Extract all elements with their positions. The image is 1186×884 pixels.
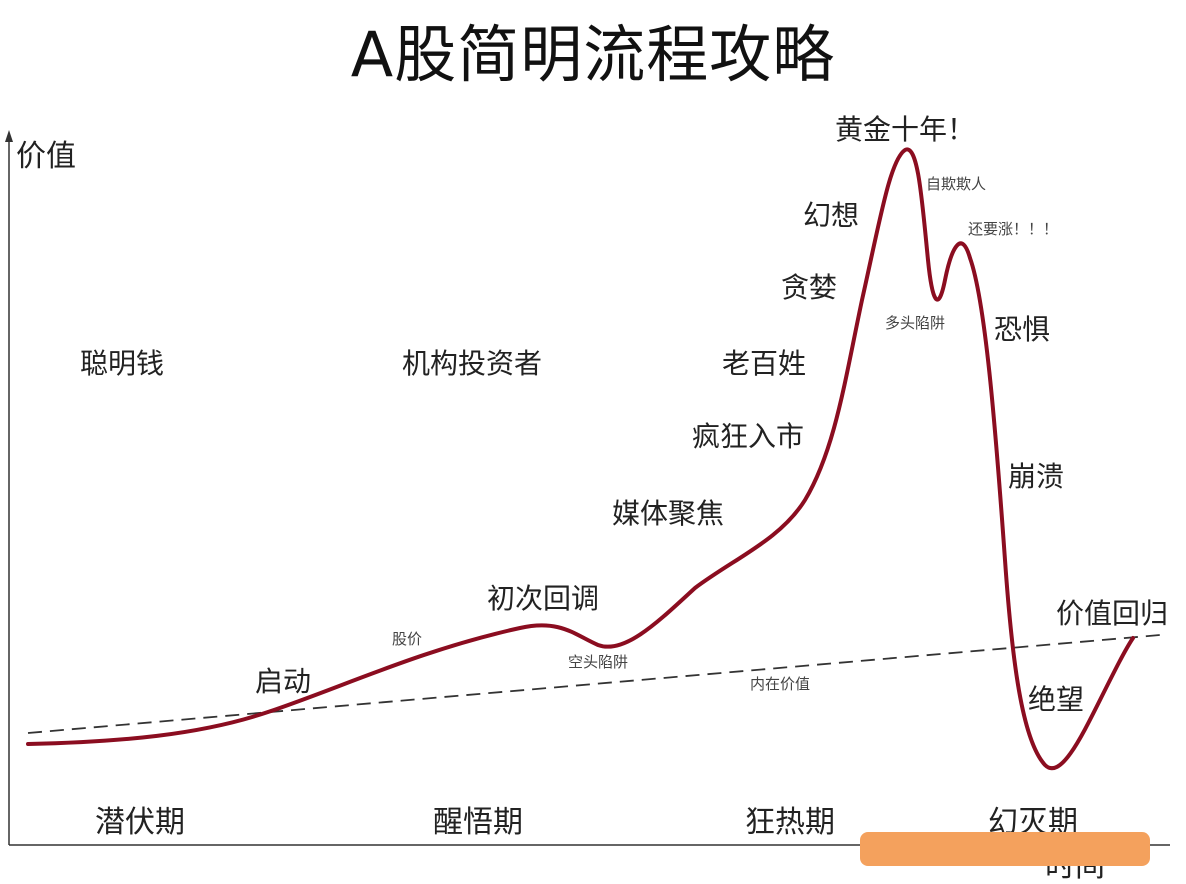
label-intrinsic-value: 内在价值 — [750, 675, 811, 693]
y-axis-arrow — [5, 130, 13, 142]
label-value-return: 价值回归 — [1056, 597, 1169, 630]
participant-retail: 老百姓 — [722, 347, 807, 380]
label-self-deception: 自欺欺人 — [926, 175, 987, 193]
label-bull-trap: 多头陷阱 — [885, 314, 946, 332]
label-first-pullback: 初次回调 — [487, 582, 600, 615]
label-media-focus: 媒体聚焦 — [612, 497, 725, 530]
label-collapse: 崩溃 — [1008, 460, 1065, 493]
intrinsic-value-line — [27, 634, 1161, 734]
participant-smart-money: 聪明钱 — [80, 347, 165, 380]
label-despair: 绝望 — [1028, 683, 1085, 716]
diagram-title: A股简明流程攻略 — [350, 18, 836, 91]
participant-institutions: 机构投资者 — [402, 347, 543, 380]
phase-mania: 狂热期 — [745, 805, 835, 840]
label-short-trap: 空头陷阱 — [568, 653, 629, 671]
label-greed: 贪婪 — [781, 271, 838, 304]
label-fantasy: 幻想 — [803, 199, 860, 232]
y-axis-label: 价值 — [16, 139, 76, 174]
label-golden-decade: 黄金十年！ — [835, 113, 976, 146]
overlay-bar — [860, 832, 1150, 866]
price-curve — [26, 147, 1135, 771]
label-still-rising: 还要涨！！！ — [968, 220, 1059, 238]
label-start: 启动 — [255, 665, 312, 698]
label-frenzy-entry: 疯狂入市 — [692, 420, 805, 453]
label-fear: 恐惧 — [994, 313, 1051, 346]
phase-awakening: 醒悟期 — [433, 805, 523, 840]
phase-latent: 潜伏期 — [95, 805, 185, 840]
label-stock-price: 股价 — [392, 630, 423, 648]
